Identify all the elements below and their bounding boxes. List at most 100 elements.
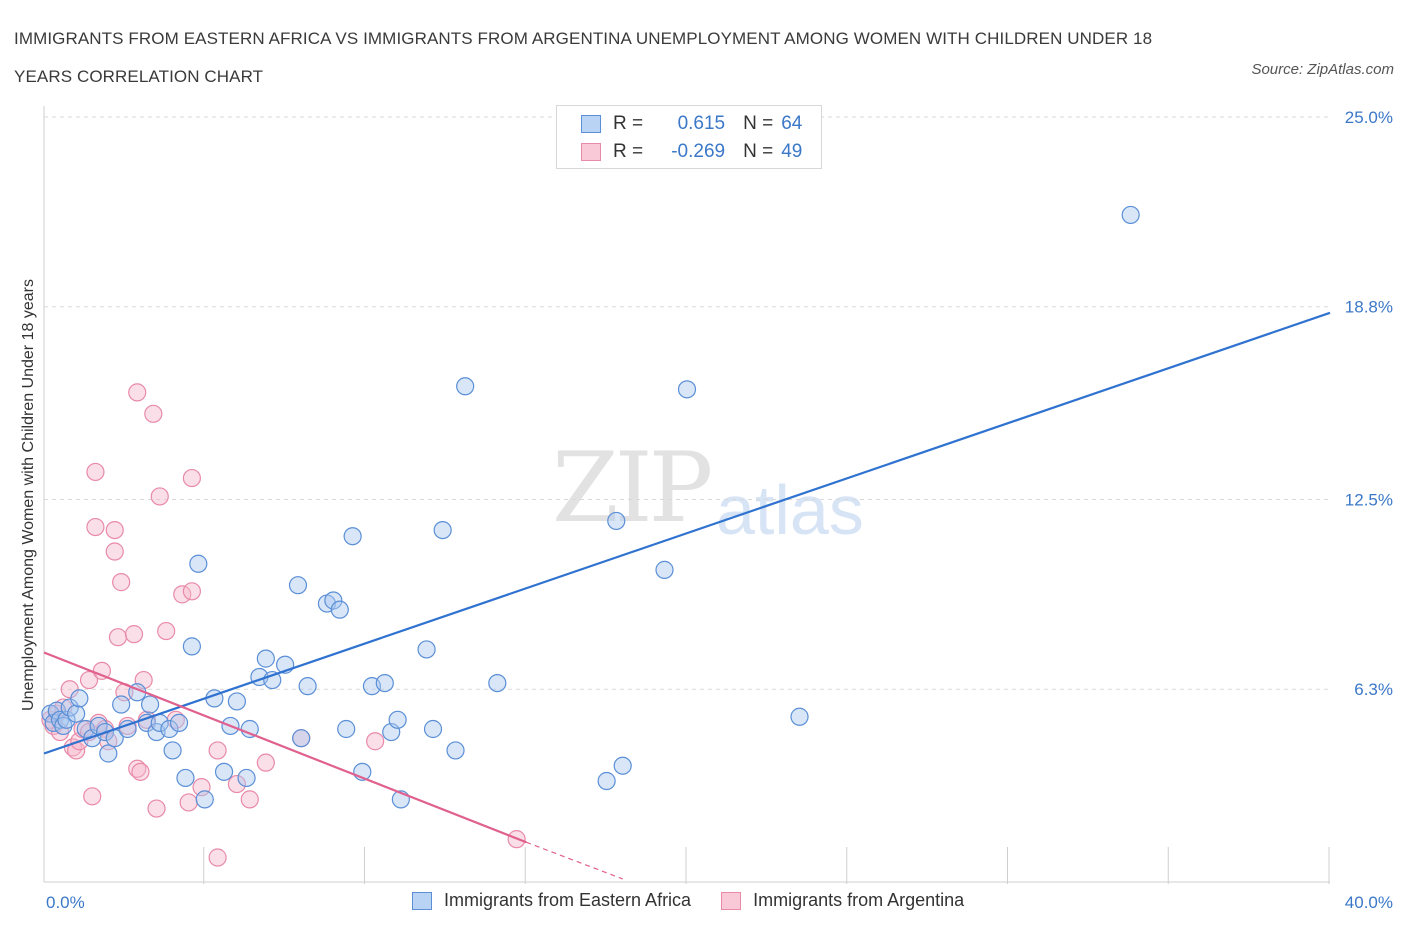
legend-swatch-pink [721,891,742,910]
data-point-argentina [256,753,275,772]
data-point-argentina [108,628,128,647]
data-point-eastern-africa [655,560,674,579]
data-point-argentina [128,383,147,402]
legend-n-value: 64 [781,113,803,134]
data-point-eastern-africa [337,719,356,739]
legend-n-label: N = [743,141,774,162]
x-tick-label-min: 0.0% [46,893,85,912]
data-point-eastern-africa [288,576,308,595]
data-point-argentina [240,790,259,809]
data-point-eastern-africa [237,768,256,788]
source-label: Source: ZipAtlas.com [1251,61,1394,78]
y-axis-label: Unemployment Among Women with Children U… [20,279,37,711]
data-point-argentina [105,542,124,561]
y-tick-labels: 6.3% 12.5% 18.8% 25.0% [1345,108,1393,699]
y-tick-label: 18.8% [1345,298,1393,317]
data-point-eastern-africa [1121,205,1140,225]
y-tick-label: 6.3% [1354,680,1393,699]
data-point-argentina [157,621,176,641]
x-tick-labels: 0.0% 40.0% [46,893,1393,912]
data-point-eastern-africa [182,637,201,656]
data-point-eastern-africa [292,729,311,748]
data-point-eastern-africa [607,511,626,531]
data-point-argentina [208,741,227,760]
axes [43,106,1330,883]
grid-lines [44,116,1330,690]
correlation-legend: R = 0.615 N = 64 R = -0.269 N = 49 [556,105,822,169]
chart-title: IMMIGRANTS FROM EASTERN AFRICA VS IMMIGR… [14,29,1153,86]
data-point-eastern-africa [176,768,195,788]
watermark-zip: ZIP [552,432,713,544]
data-point-argentina [105,520,124,540]
data-point-argentina [131,762,150,781]
legend-r-label: R = [613,113,644,134]
legend-row-argentina: R = -0.269 N = 49 [581,140,802,164]
data-point-eastern-africa [388,710,407,729]
legend-swatch-pink [581,143,601,161]
data-point-argentina [86,462,105,482]
legend-label-argentina: Immigrants from Argentina [753,890,965,910]
data-point-argentina [182,468,201,488]
legend-label-eastern-africa: Immigrants from Eastern Africa [444,890,692,910]
data-point-eastern-africa [613,756,632,775]
y-tick-label: 25.0% [1345,108,1393,127]
data-point-eastern-africa [163,741,182,760]
series-eastern-africa-points [41,205,1140,809]
data-point-eastern-africa [597,771,616,791]
trend-lines [43,311,1331,880]
data-point-eastern-africa [99,744,118,763]
legend-item-eastern-africa[interactable]: Immigrants from Eastern Africa [412,890,691,911]
data-point-eastern-africa [169,713,189,732]
data-point-eastern-africa [324,591,343,610]
data-point-eastern-africa [214,762,234,781]
data-point-argentina [124,625,144,644]
data-point-eastern-africa [118,719,137,739]
legend-r-value: -0.269 [671,141,726,162]
legend-r-value: 0.615 [677,113,726,134]
data-point-eastern-africa [112,695,131,714]
data-point-argentina [83,787,102,806]
legend-swatch-blue [581,115,601,133]
series-legend: Immigrants from Eastern Africa Immigrant… [412,890,994,911]
series-argentina-points [41,383,526,867]
data-point-argentina [86,517,105,537]
data-point-eastern-africa [189,554,208,573]
data-point-argentina [227,774,246,794]
legend-row-eastern-africa: R = 0.615 N = 64 [581,112,802,136]
data-point-eastern-africa [195,790,214,809]
watermark-atlas: atlas [716,471,864,549]
data-point-argentina [182,582,201,601]
data-point-eastern-africa [677,380,697,399]
trend-line-argentina-extension [526,841,623,880]
data-point-eastern-africa [790,707,809,726]
data-point-eastern-africa [227,692,246,711]
legend-n-label: N = [743,113,774,134]
data-point-eastern-africa [298,677,317,696]
trend-line-argentina [43,651,527,844]
x-tick-marks [203,847,1330,884]
data-point-eastern-africa [67,704,86,723]
data-point-eastern-africa [433,520,452,540]
data-point-argentina [208,848,227,867]
legend-n-value: 49 [781,141,803,162]
trend-line-eastern-africa [43,311,1331,755]
data-point-argentina [147,799,166,818]
legend-swatch-blue [412,891,432,910]
data-point-eastern-africa [456,377,475,396]
legend-item-argentina[interactable]: Immigrants from Argentina [721,890,964,911]
data-point-argentina [60,680,79,699]
data-point-argentina [128,759,147,778]
data-point-argentina [366,732,385,751]
data-point-eastern-africa [160,719,179,739]
x-tick-label-max: 40.0% [1345,893,1393,912]
data-point-argentina [144,404,163,423]
data-point-eastern-africa [256,649,275,668]
data-point-eastern-africa [423,719,443,739]
data-point-eastern-africa [417,640,436,659]
legend-r-label: R = [613,141,644,162]
data-point-eastern-africa [343,527,362,546]
data-point-eastern-africa [140,695,160,714]
data-point-eastern-africa [488,673,507,693]
data-point-eastern-africa [330,600,349,619]
